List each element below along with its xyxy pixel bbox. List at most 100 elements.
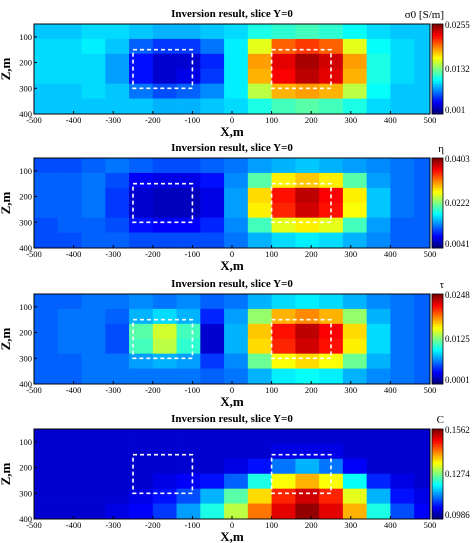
y-axis-label: Z,m: [0, 191, 13, 214]
heatmap-cell: [390, 217, 415, 233]
heatmap-cell: [224, 38, 249, 55]
heatmap-cell: [247, 38, 272, 55]
x-tick-label: 100: [265, 520, 278, 530]
heatmap-cell: [200, 443, 225, 460]
heatmap-cell: [176, 368, 201, 385]
panel-title: Inversion result, slice Y=0: [171, 278, 293, 290]
colorbar-step: [432, 49, 443, 52]
colorbar-step: [432, 337, 443, 340]
colorbar-step: [432, 462, 443, 464]
heatmap-cell: [319, 217, 344, 233]
colorbar-step: [432, 78, 443, 80]
colorbar-step: [432, 517, 443, 520]
heatmap-cell: [200, 294, 225, 310]
heatmap-cell: [342, 353, 368, 369]
colorbar-step: [432, 489, 443, 491]
colorbar-tick-label: 0.0222: [445, 198, 470, 208]
heatmap-cell: [105, 323, 130, 340]
colorbar-step: [432, 472, 443, 475]
colorbar-label: σ0 [S/m]: [405, 9, 444, 21]
heatmap-cell: [247, 53, 272, 70]
colorbar-step: [432, 162, 443, 165]
heatmap-cell: [271, 202, 296, 219]
colorbar-step: [432, 493, 443, 496]
colorbar-step: [432, 429, 443, 431]
heatmap-cell: [81, 458, 106, 475]
colorbar-step: [432, 207, 443, 210]
colorbar-step: [432, 304, 443, 307]
panel-3: Inversion result, slice Y=0 -500 -400 -300 -…: [0, 278, 470, 409]
colorbar-step: [432, 346, 443, 349]
heatmap-cell: [81, 38, 106, 55]
heatmap-cell: [224, 353, 249, 369]
heatmap-cell: [57, 24, 82, 40]
heatmap-cells: [34, 158, 431, 249]
colorbar-label: τ: [440, 279, 445, 291]
heatmap-cell: [247, 458, 272, 475]
x-tick-label: -300: [105, 385, 121, 395]
heatmap-cell: [200, 24, 225, 40]
heatmap-cell: [34, 323, 59, 340]
x-tick-label: 300: [344, 115, 357, 125]
heatmap-cell: [34, 338, 59, 355]
heatmap-cell: [271, 323, 296, 340]
heatmap-cell: [81, 68, 106, 85]
heatmap-cell: [152, 187, 177, 204]
colorbar-step: [432, 504, 443, 506]
colorbar-step: [432, 168, 443, 171]
heatmap-cell: [176, 24, 201, 40]
heatmap-cell: [34, 172, 59, 189]
y-tick-label: 200: [19, 463, 32, 473]
heatmap-cell: [414, 338, 431, 355]
heatmap-cell: [34, 353, 59, 369]
heatmap-cell: [366, 98, 391, 115]
y-tick-label: 100: [19, 166, 32, 176]
heatmap-cell: [295, 429, 320, 445]
heatmap-cell: [390, 38, 415, 55]
colorbar-step: [432, 167, 443, 169]
heatmap-cell: [247, 338, 272, 355]
heatmap-cell: [57, 83, 82, 99]
colorbar-step: [432, 188, 443, 190]
colorbar-step: [432, 72, 443, 74]
heatmap-cell: [247, 353, 272, 369]
colorbar-step: [432, 27, 443, 29]
heatmap-cell: [295, 443, 320, 460]
colorbar-step: [432, 158, 443, 160]
heatmap-cell: [129, 68, 154, 85]
y-tick-label: 400: [19, 243, 32, 253]
heatmap-cell: [295, 368, 320, 385]
colorbar-step: [432, 159, 443, 162]
colorbar-step: [432, 180, 443, 183]
colorbar-step: [432, 87, 443, 89]
heatmap-cell: [271, 458, 296, 475]
y-tick-label: 300: [19, 488, 32, 498]
heatmap-cell: [342, 443, 368, 460]
colorbar-step: [432, 457, 443, 460]
heatmap-cell: [247, 323, 272, 340]
colorbar-step: [432, 507, 443, 509]
colorbar-step: [432, 25, 443, 28]
heatmap-cell: [200, 323, 225, 340]
heatmap-cell: [34, 443, 59, 460]
heatmap-cell: [247, 232, 272, 249]
heatmap-cell: [366, 172, 391, 189]
heatmap-cell: [152, 24, 177, 40]
x-tick-label: 200: [305, 520, 318, 530]
colorbar-step: [432, 498, 443, 500]
colorbar-step: [432, 490, 443, 493]
heatmap-cell: [366, 294, 391, 310]
heatmap-cell: [57, 323, 82, 340]
colorbar: η0.0403 0.0222 0.0041: [431, 143, 470, 249]
heatmap-cells: [34, 24, 431, 115]
heatmap-cell: [34, 83, 59, 99]
colorbar-step: [432, 366, 443, 368]
heatmap-cell: [366, 473, 391, 490]
colorbar-step: [432, 76, 443, 79]
colorbar-step: [432, 316, 443, 319]
heatmap-cell: [295, 488, 320, 504]
colorbar-step: [432, 61, 443, 64]
heatmap-cell: [81, 158, 106, 174]
colorbar-step: [432, 495, 443, 497]
heatmap-cell: [200, 38, 225, 55]
